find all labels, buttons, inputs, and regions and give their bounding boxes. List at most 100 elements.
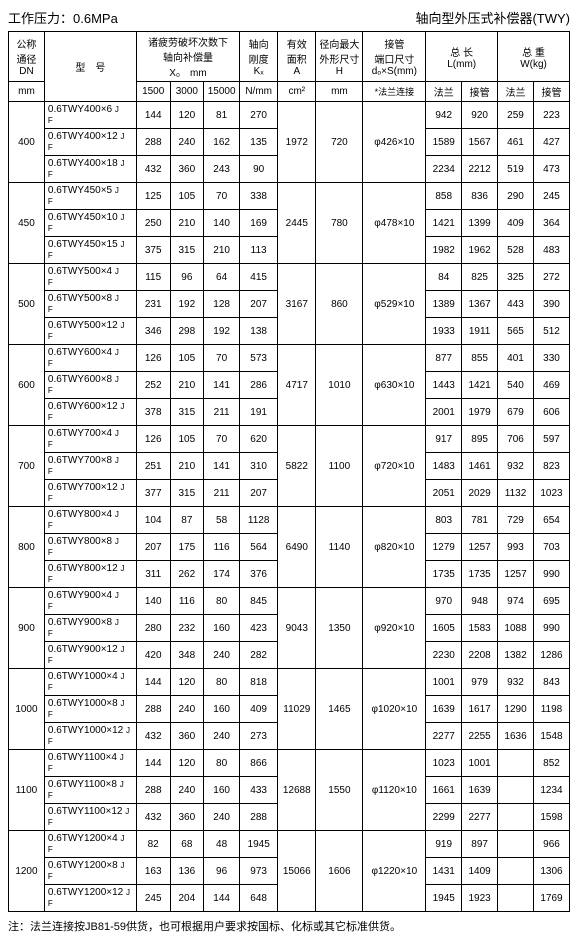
cell-lp: 1399 bbox=[462, 210, 498, 237]
cell-wp: 703 bbox=[533, 534, 569, 561]
cell-model: 0.6TWY1200×4 JF bbox=[44, 831, 136, 858]
cell-x2: 105 bbox=[170, 183, 204, 210]
cell-k: 282 bbox=[240, 642, 278, 669]
cell-model: 0.6TWY700×12 JF bbox=[44, 480, 136, 507]
col-len-f: 法兰 bbox=[426, 82, 462, 102]
cell-area: 2445 bbox=[278, 183, 316, 264]
col-pipe: 接管端口尺寸dₒ×S(mm) bbox=[363, 32, 426, 82]
cell-x3: 96 bbox=[204, 858, 240, 885]
cell-lf: 84 bbox=[426, 264, 462, 291]
cell-lf: 917 bbox=[426, 426, 462, 453]
cell-x2: 105 bbox=[170, 345, 204, 372]
cell-dn: 1000 bbox=[9, 669, 45, 750]
cell-lf: 2277 bbox=[426, 723, 462, 750]
cell-k: 845 bbox=[240, 588, 278, 615]
cell-lf: 1001 bbox=[426, 669, 462, 696]
cell-model: 0.6TWY400×6 JF bbox=[44, 102, 136, 129]
cell-x1: 288 bbox=[136, 129, 170, 156]
cell-pipe: φ820×10 bbox=[363, 507, 426, 588]
cell-lp: 825 bbox=[462, 264, 498, 291]
cell-model: 0.6TWY1100×8 JF bbox=[44, 777, 136, 804]
cell-x2: 210 bbox=[170, 210, 204, 237]
cell-x3: 140 bbox=[204, 210, 240, 237]
cell-pipe: φ426×10 bbox=[363, 102, 426, 183]
cell-model: 0.6TWY600×12 JF bbox=[44, 399, 136, 426]
cell-lf: 1933 bbox=[426, 318, 462, 345]
cell-wf: 974 bbox=[498, 588, 534, 615]
cell-x1: 432 bbox=[136, 723, 170, 750]
cell-lf: 2299 bbox=[426, 804, 462, 831]
cell-x1: 377 bbox=[136, 480, 170, 507]
cell-wp: 512 bbox=[533, 318, 569, 345]
cell-wf: 565 bbox=[498, 318, 534, 345]
cell-model: 0.6TWY700×4 JF bbox=[44, 426, 136, 453]
cell-lp: 1567 bbox=[462, 129, 498, 156]
cell-k: 573 bbox=[240, 345, 278, 372]
cell-x2: 87 bbox=[170, 507, 204, 534]
cell-x3: 141 bbox=[204, 453, 240, 480]
cell-model: 0.6TWY400×18 JF bbox=[44, 156, 136, 183]
cell-pipe: φ720×10 bbox=[363, 426, 426, 507]
cell-x2: 298 bbox=[170, 318, 204, 345]
cell-model: 0.6TWY450×10 JF bbox=[44, 210, 136, 237]
cell-x3: 80 bbox=[204, 669, 240, 696]
cell-lp: 2208 bbox=[462, 642, 498, 669]
cell-area: 11029 bbox=[278, 669, 316, 750]
cell-x1: 245 bbox=[136, 885, 170, 912]
col-wt-f: 法兰 bbox=[498, 82, 534, 102]
cell-x3: 81 bbox=[204, 102, 240, 129]
cell-wp: 654 bbox=[533, 507, 569, 534]
cell-model: 0.6TWY500×4 JF bbox=[44, 264, 136, 291]
cell-model: 0.6TWY500×12 JF bbox=[44, 318, 136, 345]
cell-wf: 1290 bbox=[498, 696, 534, 723]
cell-lf: 942 bbox=[426, 102, 462, 129]
cell-lf: 2234 bbox=[426, 156, 462, 183]
cell-wp: 390 bbox=[533, 291, 569, 318]
table-row: 10000.6TWY1000×4 JF14412080818110291465φ… bbox=[9, 669, 570, 696]
cell-x3: 144 bbox=[204, 885, 240, 912]
cell-lp: 1617 bbox=[462, 696, 498, 723]
cell-x1: 126 bbox=[136, 345, 170, 372]
cell-x1: 231 bbox=[136, 291, 170, 318]
cell-wp: 990 bbox=[533, 561, 569, 588]
cell-x1: 432 bbox=[136, 804, 170, 831]
cell-area: 6490 bbox=[278, 507, 316, 588]
table-row: 9000.6TWY900×4 JF1401168084590431350φ920… bbox=[9, 588, 570, 615]
cell-lf: 1443 bbox=[426, 372, 462, 399]
cell-pipe: φ478×10 bbox=[363, 183, 426, 264]
cell-lf: 1605 bbox=[426, 615, 462, 642]
cell-lf: 1389 bbox=[426, 291, 462, 318]
col-wt-p: 接管 bbox=[533, 82, 569, 102]
cell-wp: 483 bbox=[533, 237, 569, 264]
cell-x2: 204 bbox=[170, 885, 204, 912]
cell-wf bbox=[498, 750, 534, 777]
col-dn: 公称通径DN bbox=[9, 32, 45, 82]
cell-k: 207 bbox=[240, 480, 278, 507]
cell-x1: 207 bbox=[136, 534, 170, 561]
cell-wp: 823 bbox=[533, 453, 569, 480]
cell-x3: 210 bbox=[204, 237, 240, 264]
col-outer-unit: mm bbox=[316, 82, 363, 102]
cell-pipe: φ529×10 bbox=[363, 264, 426, 345]
cell-model: 0.6TWY600×8 JF bbox=[44, 372, 136, 399]
cell-lp: 1962 bbox=[462, 237, 498, 264]
cell-wp: 427 bbox=[533, 129, 569, 156]
col-stiff: 轴向刚度Kₓ bbox=[240, 32, 278, 82]
cell-wp: 597 bbox=[533, 426, 569, 453]
cell-x2: 232 bbox=[170, 615, 204, 642]
cell-x3: 70 bbox=[204, 183, 240, 210]
cell-wf: 1636 bbox=[498, 723, 534, 750]
cell-outer: 1010 bbox=[316, 345, 363, 426]
cell-outer: 1100 bbox=[316, 426, 363, 507]
cell-wp: 272 bbox=[533, 264, 569, 291]
cell-k: 90 bbox=[240, 156, 278, 183]
cell-lp: 781 bbox=[462, 507, 498, 534]
cell-x3: 64 bbox=[204, 264, 240, 291]
col-len-p: 接管 bbox=[462, 82, 498, 102]
cell-wp: 473 bbox=[533, 156, 569, 183]
cell-x3: 192 bbox=[204, 318, 240, 345]
cell-x3: 240 bbox=[204, 804, 240, 831]
cell-k: 288 bbox=[240, 804, 278, 831]
cell-x3: 141 bbox=[204, 372, 240, 399]
table-row: 7000.6TWY700×4 JF1261057062058221100φ720… bbox=[9, 426, 570, 453]
